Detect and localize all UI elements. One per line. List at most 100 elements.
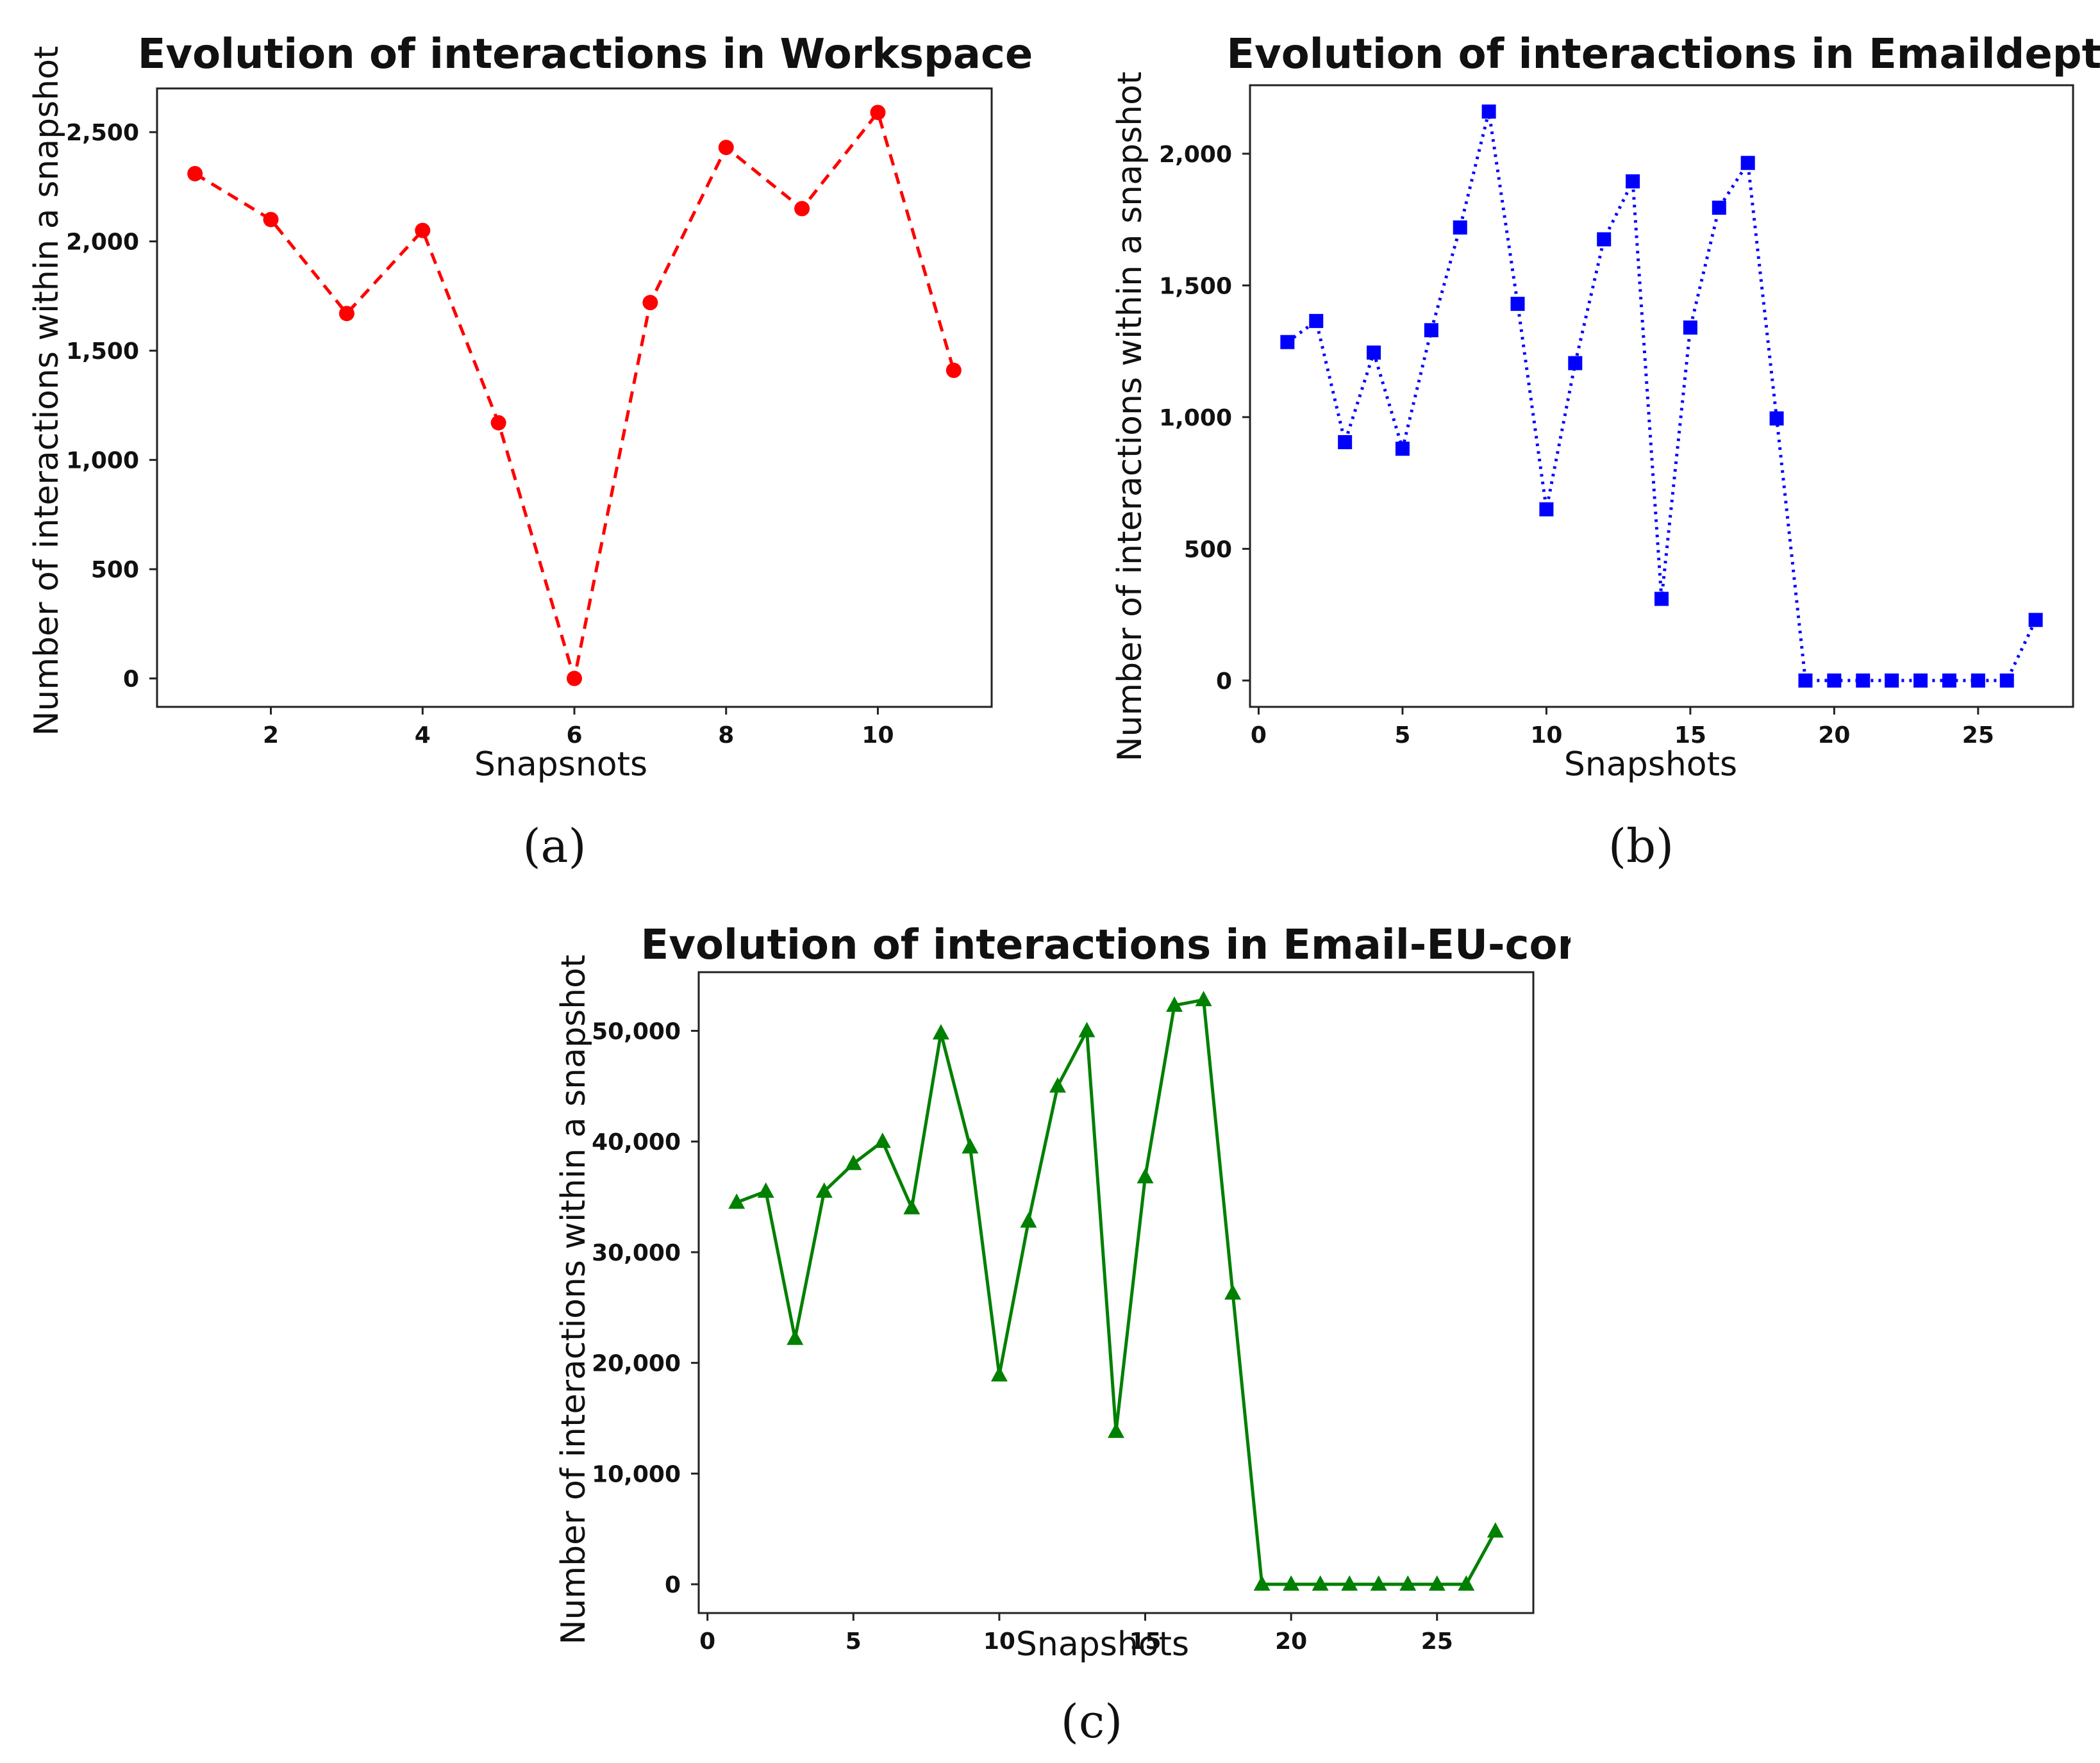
x-tick-label: 10 (862, 722, 894, 749)
y-axis-label: Number of interactions within a snapshot (1111, 72, 1149, 762)
data-point-marker (1597, 232, 1612, 247)
chart-a: Evolution of interactions in Workspace 2… (28, 31, 1033, 873)
y-axis-label: Number of interactions within a snapshot (28, 46, 66, 736)
data-point-marker (1224, 1284, 1242, 1300)
x-tick-label: 0 (1251, 722, 1267, 749)
x-tick-label: 6 (566, 722, 582, 749)
x-tick-label: 2 (263, 722, 279, 749)
y-tick-label: 40,000 (592, 1129, 681, 1155)
data-point-marker (187, 165, 203, 181)
data-point-marker (1312, 1575, 1329, 1591)
caption-label: (b) (1608, 819, 1674, 873)
data-point-marker (1913, 673, 1928, 688)
data-point-marker (642, 295, 658, 311)
ticks-group: 0 5 10 15 20 25 0 500 1,000 1,500 2,000 (1159, 142, 1994, 749)
chart-title: Evolution of interactions in Email-EU-co… (641, 922, 1571, 969)
plot-frame (1249, 84, 2074, 708)
data-point-marker (845, 1154, 862, 1170)
data-point-marker (1971, 673, 1985, 688)
data-point-marker (1424, 323, 1438, 338)
data-point-marker (962, 1138, 979, 1154)
plot-frame (697, 971, 1535, 1614)
y-tick-label: 1,000 (66, 448, 139, 474)
data-point-marker (1338, 435, 1353, 449)
data-point-marker (1078, 1022, 1096, 1038)
chart-panel-a: Evolution of interactions in Workspace 2… (0, 0, 1051, 884)
data-point-marker (1712, 201, 1726, 215)
data-point-marker (1166, 996, 1183, 1012)
data-point-marker (1137, 1168, 1154, 1184)
data-point-marker (1539, 502, 1554, 517)
data-point-marker (1510, 297, 1525, 311)
data-point-marker (1399, 1575, 1417, 1591)
chart-title: Evolution of interactions in Emaildept3 (1226, 31, 2100, 78)
x-tick-label: 10 (983, 1628, 1015, 1655)
x-tick-label: 0 (699, 1628, 715, 1655)
ticks-group: 2 4 6 8 10 0 500 1,000 1,500 2,000 2,500 (66, 120, 894, 749)
data-point-marker (338, 306, 354, 322)
data-point-marker (932, 1023, 949, 1039)
data-point-marker (2028, 613, 2043, 627)
chart-c: Evolution of interactions in Email-EU-co… (554, 922, 1605, 1748)
data-point-marker (1108, 1422, 1124, 1438)
data-point-marker (1367, 345, 1381, 360)
x-tick-label: 5 (846, 1628, 862, 1655)
x-axis-label: Snapshots (1564, 745, 1737, 784)
markers-group (187, 104, 962, 686)
y-tick-label: 500 (91, 557, 139, 583)
data-point-marker (903, 1198, 921, 1214)
data-point-marker (1568, 356, 1583, 370)
data-point-marker (1020, 1212, 1037, 1228)
data-point-marker (1740, 156, 1755, 170)
data-point-marker (1283, 1575, 1300, 1591)
y-tick-label: 2,000 (1159, 142, 1232, 168)
data-point-marker (1049, 1077, 1066, 1093)
data-point-marker (794, 201, 810, 217)
data-point-marker (1458, 1575, 1475, 1591)
chart-panel-b: Evolution of interactions in Emaildept3 … (1051, 0, 2100, 884)
x-tick-label: 15 (1674, 722, 1706, 749)
data-point-marker (1253, 1575, 1271, 1591)
y-tick-label: 0 (665, 1572, 681, 1598)
y-tick-label: 500 (1184, 536, 1232, 563)
plot-frame (156, 87, 993, 708)
data-point-marker (490, 415, 506, 431)
data-point-marker (1395, 442, 1410, 456)
x-tick-label: 20 (1818, 722, 1850, 749)
y-axis-label: Number of interactions within a snapshot (554, 955, 593, 1645)
y-tick-label: 1,000 (1159, 405, 1232, 431)
x-tick-label: 8 (718, 722, 734, 749)
data-point-marker (757, 1182, 774, 1198)
data-point-marker (1370, 1575, 1387, 1591)
y-tick-label: 0 (123, 666, 139, 693)
chart-b: Evolution of interactions in Emaildept3 … (1111, 31, 2100, 873)
data-point-marker (1626, 174, 1640, 189)
data-point-marker (1654, 592, 1669, 606)
y-tick-label: 1,500 (66, 338, 139, 365)
data-point-marker (718, 140, 734, 156)
y-tick-label: 2,000 (66, 229, 139, 256)
data-point-marker (874, 1132, 891, 1148)
markers-group (728, 991, 1504, 1591)
x-axis-label: Snapsnots (474, 745, 647, 784)
data-point-marker (1195, 991, 1212, 1007)
data-point-marker (1280, 335, 1295, 349)
data-point-marker (1428, 1575, 1446, 1591)
markers-group (1280, 104, 2043, 688)
data-point-marker (946, 362, 962, 378)
data-point-marker (728, 1193, 746, 1209)
data-point-marker (787, 1329, 804, 1345)
x-tick-label: 15 (1129, 1628, 1161, 1655)
data-point-marker (815, 1182, 833, 1198)
x-tick-label: 10 (1530, 722, 1562, 749)
y-tick-label: 10,000 (592, 1461, 681, 1487)
caption-label: (a) (522, 819, 586, 873)
data-point-marker (1481, 104, 1496, 119)
data-point-marker (1999, 673, 2014, 688)
data-point-marker (1769, 411, 1784, 426)
data-point-marker (567, 670, 582, 686)
y-tick-label: 50,000 (592, 1019, 681, 1045)
data-point-marker (1827, 673, 1842, 688)
x-tick-label: 5 (1394, 722, 1410, 749)
data-point-marker (1942, 673, 1956, 688)
